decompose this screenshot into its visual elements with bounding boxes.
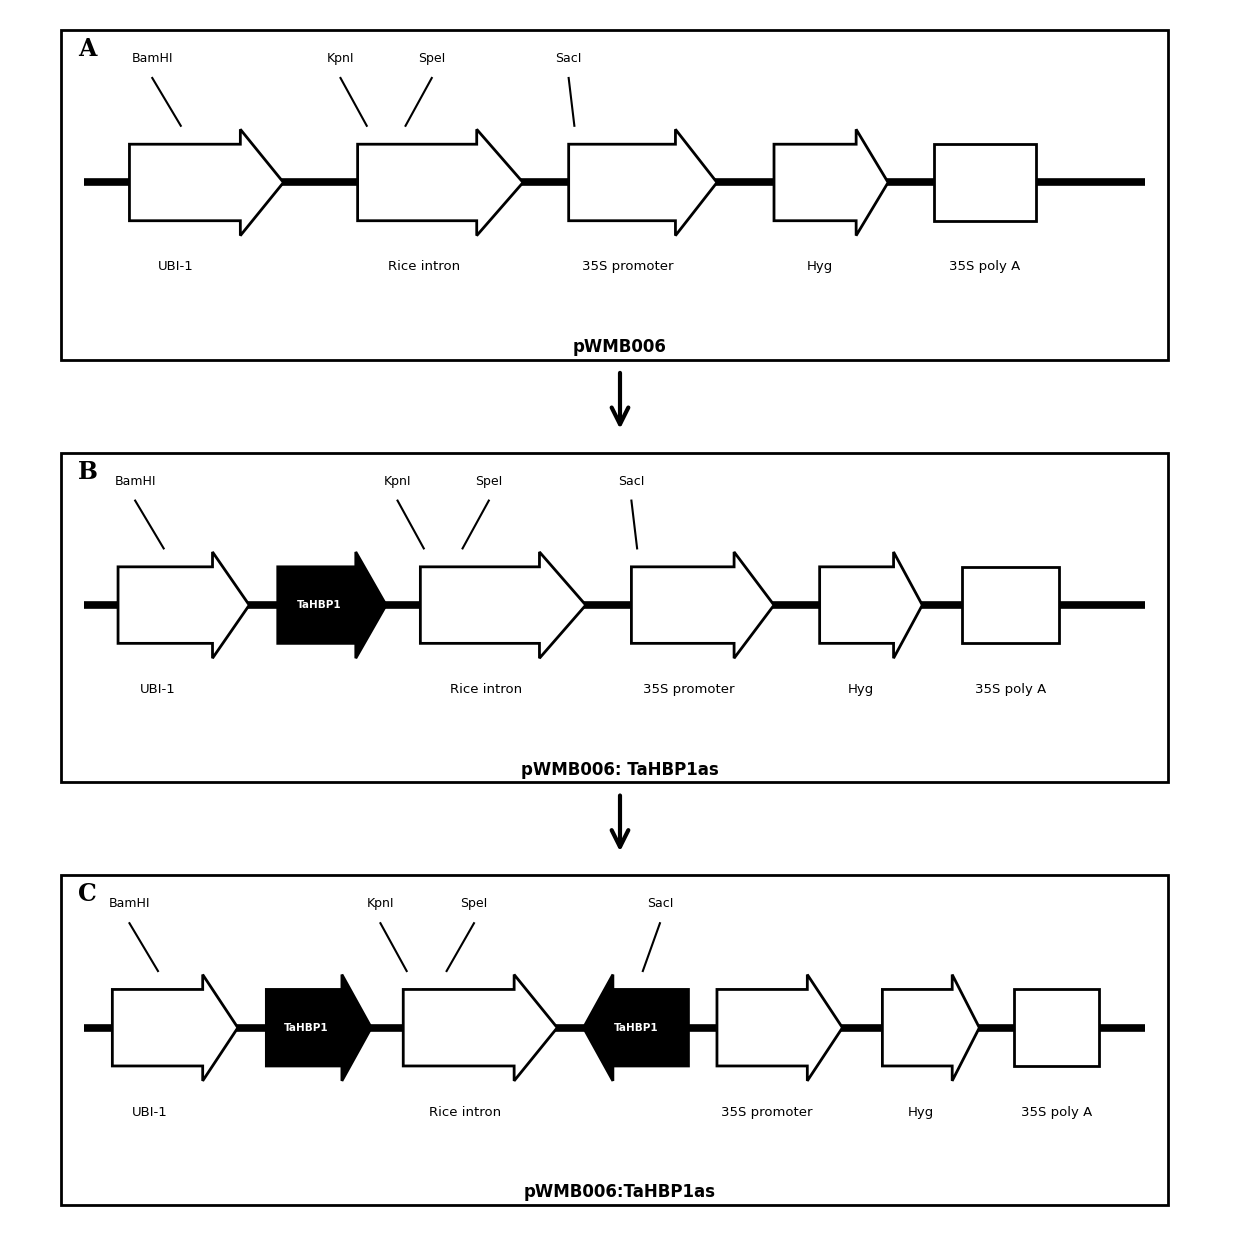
Text: UBI-1: UBI-1 [140,682,175,696]
Polygon shape [883,975,980,1081]
Polygon shape [118,552,249,659]
Text: SacI: SacI [619,475,645,487]
Text: C: C [78,883,97,906]
Text: 35S poly A: 35S poly A [950,261,1021,273]
Polygon shape [420,552,585,659]
Text: KpnI: KpnI [367,897,394,910]
Text: BamHI: BamHI [109,897,150,910]
Text: BamHI: BamHI [131,52,174,65]
Text: UBI-1: UBI-1 [157,261,193,273]
Polygon shape [278,552,386,659]
Polygon shape [129,129,284,236]
Text: Hyg: Hyg [806,261,833,273]
Bar [1013,989,1099,1066]
Text: SacI: SacI [556,52,582,65]
Text: SpeI: SpeI [475,475,502,487]
Text: BamHI: BamHI [114,475,156,487]
Polygon shape [267,975,371,1081]
Text: Rice intron: Rice intron [388,261,460,273]
Polygon shape [774,129,888,236]
Text: Rice intron: Rice intron [429,1106,501,1119]
Bar [962,567,1059,644]
Polygon shape [717,975,842,1081]
Text: TaHBP1: TaHBP1 [296,600,341,610]
Polygon shape [584,975,688,1081]
Text: 35S promoter: 35S promoter [583,261,673,273]
Polygon shape [357,129,523,236]
Text: B: B [78,460,98,484]
Polygon shape [113,975,238,1081]
Polygon shape [403,975,557,1081]
Bar [934,144,1037,221]
Text: Rice intron: Rice intron [450,682,522,696]
Polygon shape [631,552,774,659]
Text: SpeI: SpeI [418,52,445,65]
Text: 35S poly A: 35S poly A [975,682,1047,696]
Text: TaHBP1: TaHBP1 [614,1023,658,1033]
Text: pWMB006: TaHBP1as: pWMB006: TaHBP1as [521,761,719,779]
Text: UBI-1: UBI-1 [133,1106,167,1119]
Text: pWMB006: pWMB006 [573,338,667,357]
Text: pWMB006:TaHBP1as: pWMB006:TaHBP1as [525,1183,715,1202]
Text: A: A [78,37,97,61]
Text: SpeI: SpeI [460,897,487,910]
Text: KpnI: KpnI [384,475,412,487]
Text: KpnI: KpnI [327,52,355,65]
Text: 35S promoter: 35S promoter [722,1106,813,1119]
Text: Hyg: Hyg [908,1106,934,1119]
Text: Hyg: Hyg [848,682,874,696]
Text: 35S poly A: 35S poly A [1021,1106,1092,1119]
Polygon shape [569,129,717,236]
Text: 35S promoter: 35S promoter [642,682,734,696]
Text: TaHBP1: TaHBP1 [284,1023,329,1033]
Text: SacI: SacI [647,897,673,910]
Polygon shape [820,552,923,659]
